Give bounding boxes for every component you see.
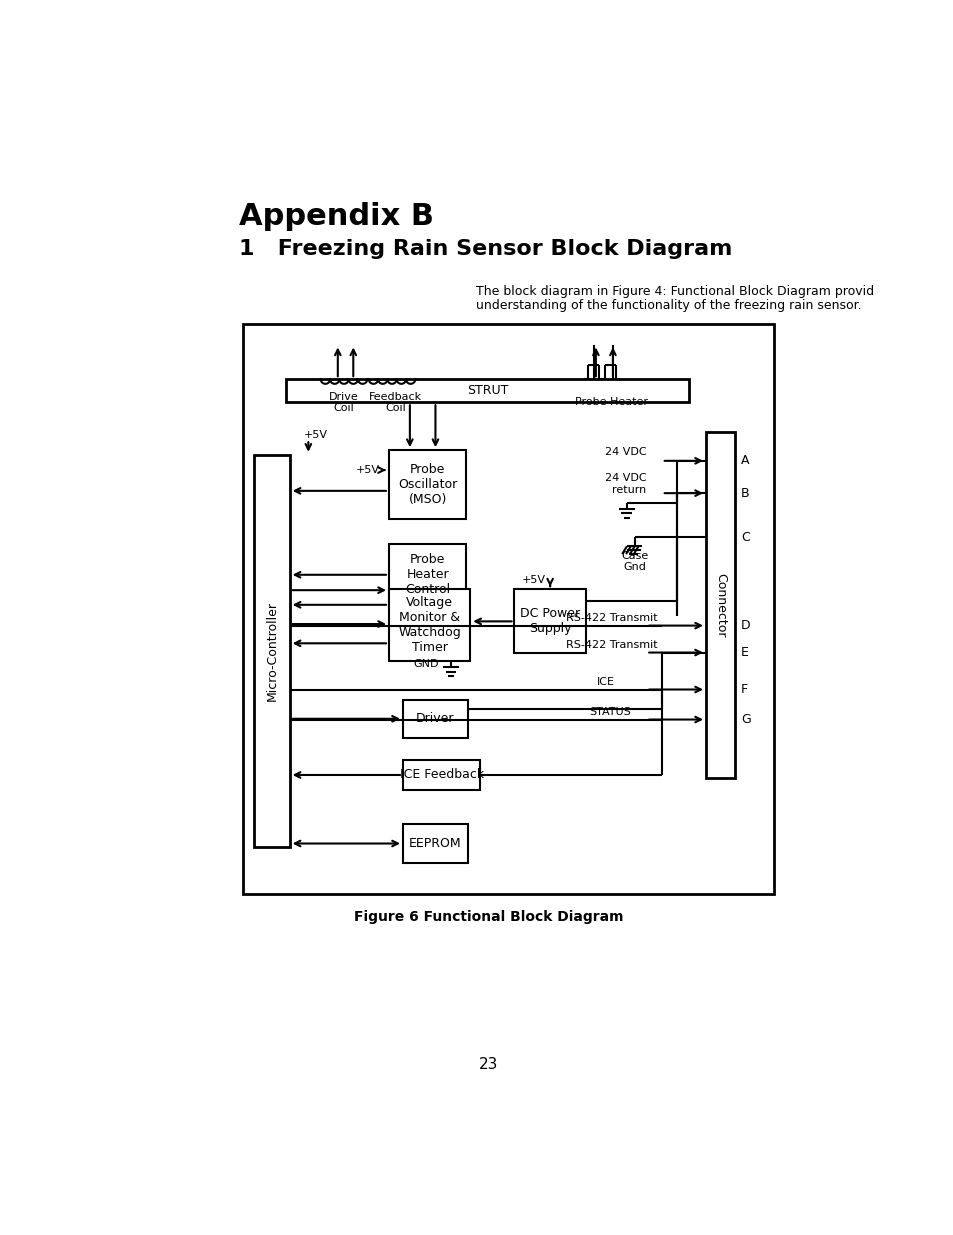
Text: +5V: +5V: [355, 466, 379, 475]
Text: B: B: [740, 487, 749, 500]
Text: Case
Gnd: Case Gnd: [620, 551, 648, 573]
Text: 23: 23: [478, 1057, 498, 1072]
Text: Voltage
Monitor &
Watchdog
Timer: Voltage Monitor & Watchdog Timer: [397, 597, 460, 655]
Text: STRUT: STRUT: [466, 384, 508, 398]
Bar: [514, 589, 585, 653]
Text: Micro-Controller: Micro-Controller: [265, 601, 278, 701]
Text: The block diagram in Figure 4: Functional Block Diagram provid: The block diagram in Figure 4: Functiona…: [476, 285, 873, 299]
Bar: [389, 543, 466, 605]
Text: Feedback
Coil: Feedback Coil: [369, 391, 422, 412]
Text: GND: GND: [414, 659, 439, 669]
Text: understanding of the functionality of the freezing rain sensor.: understanding of the functionality of th…: [476, 299, 861, 312]
Text: D: D: [740, 619, 750, 632]
Bar: [402, 824, 468, 863]
Bar: [286, 379, 688, 403]
Text: ICE Feedback: ICE Feedback: [399, 768, 483, 782]
Text: +5V: +5V: [521, 576, 546, 585]
Text: RS-422 Transmit: RS-422 Transmit: [566, 640, 658, 650]
Text: RS-422 Transmit: RS-422 Transmit: [566, 613, 658, 622]
Text: A: A: [740, 454, 748, 467]
Bar: [402, 699, 468, 739]
Text: 24 VDC
return: 24 VDC return: [604, 473, 645, 495]
Text: G: G: [740, 713, 750, 726]
Text: Probe Heater: Probe Heater: [575, 398, 647, 408]
Text: Appendix B: Appendix B: [239, 203, 434, 231]
Text: Drive
Coil: Drive Coil: [329, 391, 358, 412]
Bar: [389, 450, 466, 520]
Text: ICE: ICE: [597, 677, 615, 687]
Bar: [253, 454, 290, 847]
Text: C: C: [740, 531, 749, 543]
Text: EEPROM: EEPROM: [409, 837, 461, 850]
Text: 1   Freezing Rain Sensor Block Diagram: 1 Freezing Rain Sensor Block Diagram: [239, 240, 732, 259]
Text: +5V: +5V: [303, 430, 328, 440]
Bar: [402, 761, 480, 789]
Bar: [389, 589, 470, 661]
Text: Connector: Connector: [714, 573, 726, 637]
Text: Probe
Oscillator
(MSO): Probe Oscillator (MSO): [397, 463, 456, 506]
Text: Driver: Driver: [416, 713, 455, 725]
Bar: [243, 324, 773, 894]
Text: F: F: [740, 683, 747, 697]
Text: STATUS: STATUS: [588, 706, 630, 716]
Text: E: E: [740, 646, 748, 659]
Text: Probe
Heater
Control: Probe Heater Control: [405, 553, 450, 597]
Bar: [705, 431, 735, 778]
Text: Figure 6 Functional Block Diagram: Figure 6 Functional Block Diagram: [354, 910, 623, 925]
Text: DC Power
Supply: DC Power Supply: [519, 608, 579, 635]
Text: 24 VDC: 24 VDC: [604, 447, 645, 457]
